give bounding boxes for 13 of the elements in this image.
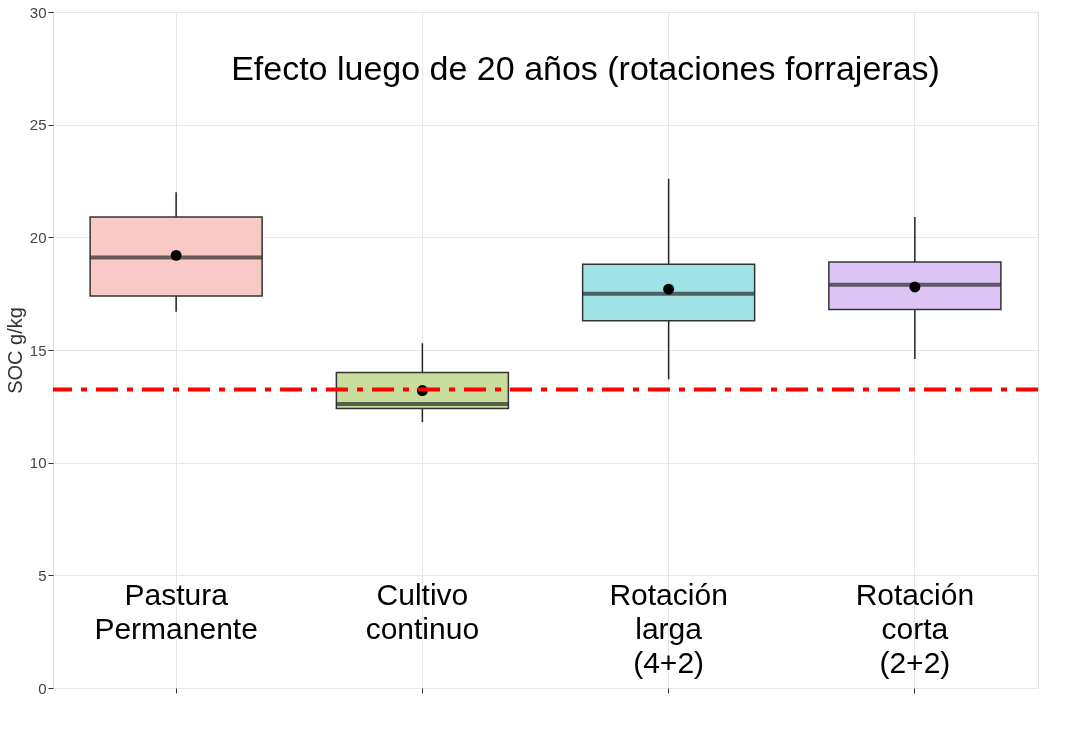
y-tick-label: 30	[29, 3, 47, 21]
y-tick-label: 10	[29, 454, 47, 472]
y-tick-label: 25	[29, 116, 47, 134]
x-tick-label: Cultivo continuo	[365, 578, 480, 646]
y-tick-label: 5	[38, 566, 47, 584]
x-tick-label: Pastura Permanente	[94, 578, 258, 646]
y-axis-title: SOC g/kg	[3, 307, 26, 394]
text: Efecto luego de 20 años (rotaciones forrajeras)	[231, 49, 940, 87]
y-tick-label: 20	[29, 228, 47, 246]
y-tick-label: 0	[38, 679, 47, 697]
y-tick-label: 15	[29, 341, 47, 359]
x-tick-label: Rotación larga (4+2)	[609, 578, 728, 680]
x-tick-label: Rotación corta (2+2)	[855, 578, 975, 680]
